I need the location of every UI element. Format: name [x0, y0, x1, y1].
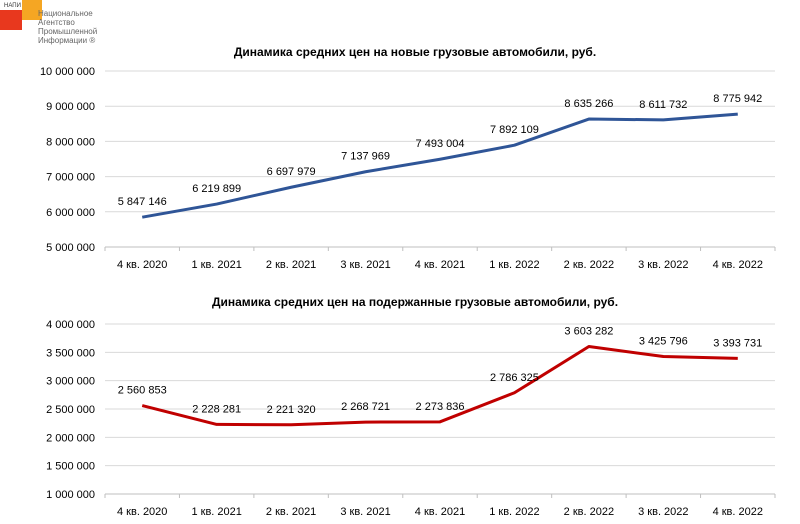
y-tick-label: 3 000 000 — [46, 376, 95, 388]
x-tick-label: 1 кв. 2022 — [489, 506, 539, 518]
data-label: 8 611 732 — [639, 99, 687, 111]
x-tick-label: 1 кв. 2021 — [191, 259, 241, 271]
data-label: 2 228 281 — [192, 403, 241, 415]
x-tick-label: 3 кв. 2021 — [340, 259, 390, 271]
chart-title: Динамика средних цен на подержанные груз… — [212, 295, 618, 309]
y-tick-label: 9 000 000 — [46, 101, 95, 113]
x-tick-label: 2 кв. 2022 — [564, 259, 614, 271]
y-tick-label: 8 000 000 — [46, 136, 95, 148]
logo-orange-square — [22, 0, 42, 20]
x-tick-label: 3 кв. 2022 — [638, 506, 688, 518]
logo-name: Национальное Агентство Промышленной Инфо… — [38, 9, 108, 45]
y-tick-label: 6 000 000 — [46, 207, 95, 219]
data-label: 3 393 731 — [713, 337, 762, 349]
series-line — [141, 344, 738, 427]
napi-logo: НАПИ Национальное Агентство Промышленной… — [0, 0, 110, 55]
logo-line: Национальное — [38, 9, 93, 18]
data-label: 8 635 266 — [564, 98, 613, 110]
data-label: 6 219 899 — [192, 183, 241, 195]
logo-line: Промышленной — [38, 27, 98, 36]
y-tick-label: 1 500 000 — [46, 461, 95, 473]
x-tick-label: 3 кв. 2021 — [340, 506, 390, 518]
data-label: 7 493 004 — [416, 138, 465, 150]
logo-line: Агентство — [38, 18, 75, 27]
y-tick-label: 2 500 000 — [46, 404, 95, 416]
data-label: 3 603 282 — [564, 325, 613, 337]
data-label: 3 425 796 — [639, 336, 688, 348]
x-tick-label: 4 кв. 2022 — [713, 259, 763, 271]
data-label: 7 137 969 — [341, 151, 390, 163]
logo-line: Информации ® — [38, 36, 96, 45]
logo-abbr: НАПИ — [4, 3, 21, 9]
y-tick-label: 1 000 000 — [46, 489, 95, 501]
chart-title: Динамика средних цен на новые грузовые а… — [234, 45, 596, 59]
x-tick-label: 2 кв. 2022 — [564, 506, 614, 518]
y-tick-label: 2 000 000 — [46, 432, 95, 444]
x-tick-label: 4 кв. 2020 — [117, 259, 167, 271]
x-tick-label: 1 кв. 2021 — [191, 506, 241, 518]
x-tick-label: 4 кв. 2021 — [415, 506, 465, 518]
y-tick-label: 4 000 000 — [46, 319, 95, 331]
x-tick-label: 4 кв. 2021 — [415, 259, 465, 271]
x-tick-label: 2 кв. 2021 — [266, 259, 316, 271]
data-label: 2 273 836 — [416, 401, 465, 413]
x-tick-label: 3 кв. 2022 — [638, 259, 688, 271]
data-label: 6 697 979 — [267, 166, 316, 178]
x-tick-label: 4 кв. 2022 — [713, 506, 763, 518]
data-label: 2 560 853 — [118, 385, 167, 397]
x-tick-label: 2 кв. 2021 — [266, 506, 316, 518]
y-tick-label: 10 000 000 — [40, 66, 95, 78]
y-tick-label: 7 000 000 — [46, 172, 95, 184]
x-tick-label: 1 кв. 2022 — [489, 259, 539, 271]
series-line — [141, 112, 738, 219]
logo-red-square — [0, 10, 22, 30]
data-label: 2 786 325 — [490, 372, 539, 384]
y-tick-label: 5 000 000 — [46, 242, 95, 254]
data-label: 8 775 942 — [713, 93, 762, 105]
y-tick-label: 3 500 000 — [46, 347, 95, 359]
x-tick-label: 4 кв. 2020 — [117, 506, 167, 518]
data-label: 5 847 146 — [118, 196, 167, 208]
data-label: 7 892 109 — [490, 124, 539, 136]
data-label: 2 221 320 — [267, 404, 316, 416]
data-label: 2 268 721 — [341, 401, 390, 413]
